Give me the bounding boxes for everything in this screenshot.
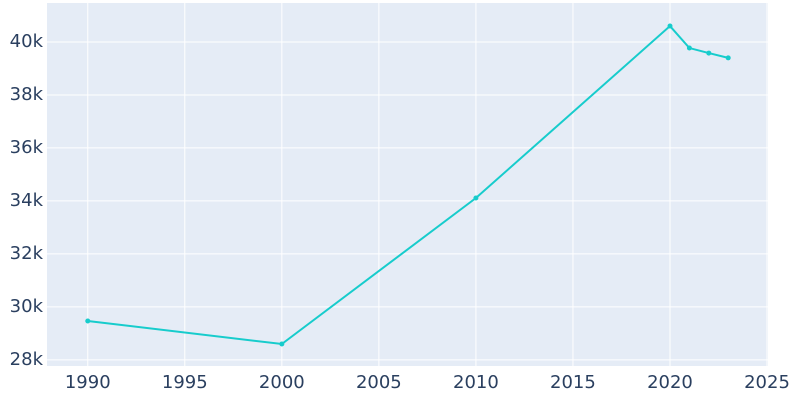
x-tick-label: 2025 xyxy=(744,372,790,393)
y-tick-label: 28k xyxy=(10,349,44,370)
x-tick-label: 2020 xyxy=(647,372,693,393)
point xyxy=(725,55,731,61)
x-tick-label: 1995 xyxy=(162,372,208,393)
x-tick-label: 2010 xyxy=(453,372,499,393)
x-tick-label: 1990 xyxy=(65,372,111,393)
point xyxy=(473,195,479,201)
point xyxy=(667,23,673,29)
y-tick-label: 32k xyxy=(10,243,44,264)
x-tick-label: 2015 xyxy=(550,372,596,393)
point xyxy=(279,341,285,347)
point xyxy=(706,50,712,56)
plot-area xyxy=(47,3,768,366)
point xyxy=(85,318,91,324)
point xyxy=(686,45,692,51)
y-tick-label: 40k xyxy=(10,31,44,52)
y-tick-label: 34k xyxy=(10,190,44,211)
y-tick-label: 36k xyxy=(10,137,44,158)
x-tick-label: 2005 xyxy=(356,372,402,393)
x-tick-label: 2000 xyxy=(259,372,305,393)
y-tick-label: 30k xyxy=(10,296,44,317)
y-tick-label: 38k xyxy=(10,84,44,105)
